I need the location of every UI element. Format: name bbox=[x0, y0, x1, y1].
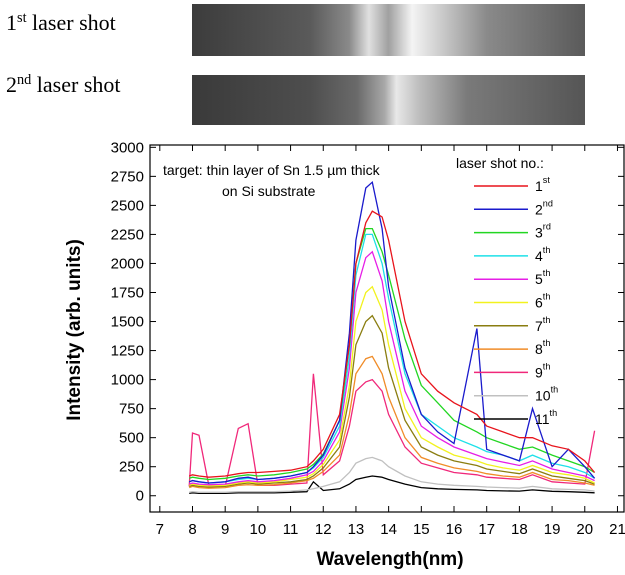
legend-label: 2nd bbox=[535, 198, 553, 217]
image-label: 1st laser shot bbox=[6, 10, 116, 35]
spectrum-image bbox=[192, 75, 585, 125]
x-tick-label: 8 bbox=[188, 521, 196, 538]
legend-label: 5th bbox=[535, 268, 550, 287]
y-tick-label: 2750 bbox=[111, 168, 144, 185]
legend-label: 6th bbox=[535, 292, 550, 311]
legend-label: 8th bbox=[535, 338, 550, 357]
x-axis-title: Wavelength(nm) bbox=[316, 549, 463, 570]
legend-label: 1st bbox=[535, 175, 550, 194]
series-line bbox=[189, 456, 595, 493]
y-tick-label: 250 bbox=[119, 459, 144, 476]
x-tick-label: 7 bbox=[156, 521, 164, 538]
x-tick-label: 10 bbox=[250, 521, 267, 538]
y-axis-title: Intensity (arb. units) bbox=[64, 239, 85, 421]
y-tick-label: 1250 bbox=[111, 343, 144, 360]
series-line bbox=[189, 475, 595, 495]
annotation: target: thin layer of Sn 1.5 µm thick bbox=[163, 162, 381, 178]
x-tick-label: 19 bbox=[544, 521, 561, 538]
spectrum-image bbox=[192, 4, 585, 56]
x-tick-label: 12 bbox=[315, 521, 332, 538]
y-tick-label: 750 bbox=[119, 401, 144, 418]
series-line bbox=[188, 210, 596, 478]
plot-frame bbox=[149, 144, 625, 513]
series-line bbox=[188, 285, 595, 487]
legend-label: 10th bbox=[535, 385, 558, 404]
series-line bbox=[188, 355, 595, 489]
x-tick-label: 11 bbox=[283, 521, 299, 538]
y-tick-label: 1750 bbox=[111, 284, 144, 301]
x-tick-label: 16 bbox=[446, 521, 463, 538]
y-tick-label: 2500 bbox=[111, 197, 144, 214]
y-tick-label: 500 bbox=[119, 430, 144, 447]
legend-label: 4th bbox=[535, 245, 550, 264]
x-tick-label: 13 bbox=[348, 521, 365, 538]
series-line bbox=[188, 373, 596, 488]
x-tick-label: 17 bbox=[478, 521, 495, 538]
annotation: on Si substrate bbox=[222, 183, 316, 199]
legend-label: 9th bbox=[535, 361, 550, 380]
series-line bbox=[188, 227, 595, 481]
x-tick-label: 15 bbox=[413, 521, 430, 538]
y-tick-label: 0 bbox=[136, 488, 144, 505]
legend-label: 7th bbox=[535, 315, 550, 334]
y-tick-label: 3000 bbox=[111, 139, 144, 156]
x-tick-label: 14 bbox=[380, 521, 397, 538]
x-tick-label: 18 bbox=[511, 521, 528, 538]
legend-title: laser shot no.: bbox=[456, 155, 544, 171]
image-label: 2nd laser shot bbox=[6, 72, 121, 97]
x-tick-label: 9 bbox=[221, 521, 229, 538]
legend-label: 11th bbox=[535, 408, 557, 427]
series-line bbox=[188, 180, 596, 484]
y-tick-label: 1500 bbox=[111, 314, 144, 331]
y-tick-label: 2000 bbox=[111, 255, 144, 272]
y-tick-label: 1000 bbox=[111, 372, 144, 389]
legend-label: 3rd bbox=[535, 222, 551, 241]
x-tick-label: 21 bbox=[609, 521, 625, 538]
series-line bbox=[188, 250, 595, 486]
series-line bbox=[188, 314, 595, 488]
y-tick-label: 2250 bbox=[111, 226, 144, 243]
x-tick-label: 20 bbox=[576, 521, 593, 538]
